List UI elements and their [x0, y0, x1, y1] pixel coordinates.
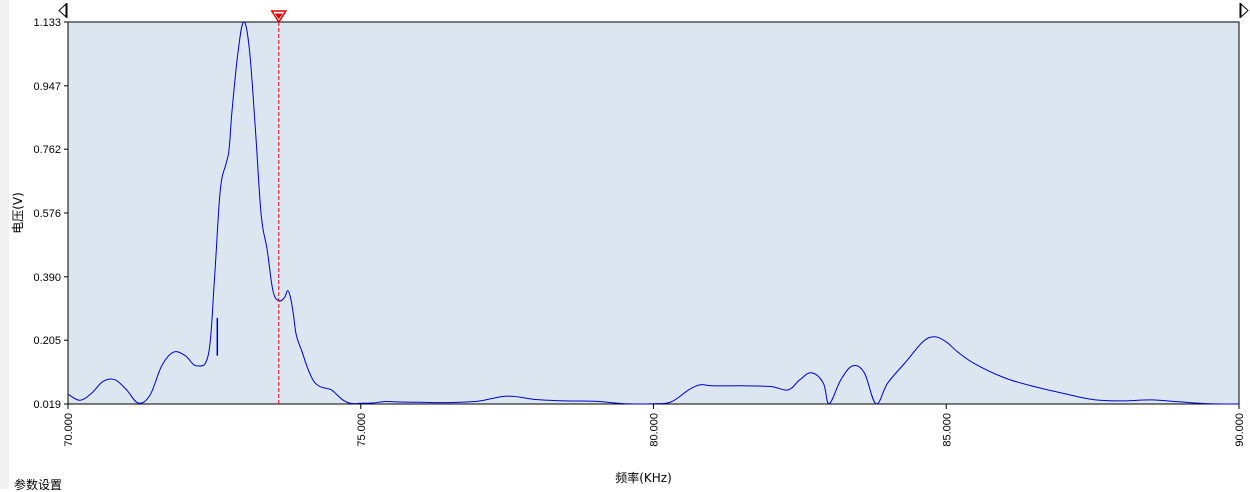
y-tick-label: 1.133	[33, 17, 61, 29]
range-end-marker-icon[interactable]	[1240, 2, 1249, 19]
y-tick-label: 0.390	[33, 272, 61, 284]
y-tick-label: 0.019	[33, 399, 61, 411]
y-tick-label: 0.762	[33, 144, 61, 156]
x-tick-label: 85.000	[941, 413, 953, 447]
series-line-0	[67, 21, 1240, 405]
y-tick-label: 0.947	[33, 81, 61, 93]
x-tick-label: 70.000	[63, 413, 75, 447]
y-axis: 1.133 0.947 0.762 0.576 0.390 0.205 0.019	[33, 17, 68, 411]
cursor-layer	[270, 10, 288, 404]
window-left-edge	[0, 0, 9, 489]
range-start-marker-icon[interactable]	[58, 2, 67, 19]
x-axis: 70.000 75.000 80.000 85.000 90.000	[63, 404, 1246, 447]
x-tick-label: 75.000	[356, 413, 368, 447]
y-tick-label: 0.576	[33, 208, 61, 220]
x-axis-title: 频率(KHz)	[615, 470, 672, 485]
series-layer	[67, 21, 1240, 405]
y-axis-title: 电压(V)	[11, 192, 25, 234]
range-markers	[58, 2, 1249, 19]
x-tick-label: 90.000	[1234, 413, 1246, 447]
plot-area	[67, 21, 1240, 405]
cursor-marker-fill	[274, 13, 283, 19]
x-tick-label: 80.000	[649, 413, 661, 447]
parameter-settings-label[interactable]: 参数设置	[14, 478, 63, 492]
y-tick-label: 0.205	[33, 335, 61, 347]
